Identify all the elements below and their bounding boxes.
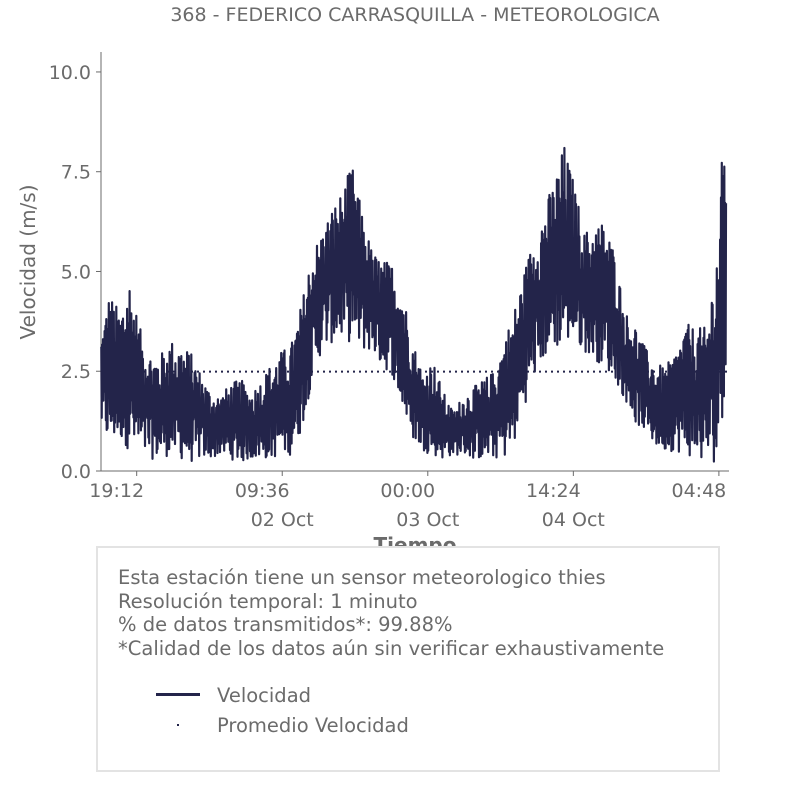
x-day-label: 03 Oct: [396, 509, 459, 531]
chart-title: 368 - FEDERICO CARRASQUILLA - METEOROLOG…: [170, 4, 659, 26]
legend-label-promedio: Promedio Velocidad: [217, 713, 409, 737]
y-tick-label: 7.5: [61, 162, 91, 184]
y-tick-label: 5.0: [61, 261, 91, 283]
y-tick-label: 0.0: [61, 461, 91, 483]
x-axis: 19:12 09:36 00:00 14:24 04:48 02 Oct 03 Oct 04 …: [89, 470, 729, 531]
y-axis-title: Velocidad (m/s): [16, 184, 40, 339]
legend-item-velocidad: Velocidad: [156, 680, 409, 710]
y-tick-label: 2.5: [61, 361, 91, 383]
x-tick-label: 09:36: [235, 480, 290, 502]
info-line-sensor: Esta estación tiene un sensor meteorolog…: [118, 566, 606, 589]
x-tick-label: 14:24: [526, 480, 581, 502]
info-line-resolution: Resolución temporal: 1 minuto: [118, 589, 418, 613]
x-tick-label: 00:00: [380, 480, 435, 502]
info-text: Esta estación tiene un sensor meteorolog…: [118, 566, 664, 660]
legend-item-promedio: Promedio Velocidad: [156, 710, 409, 740]
x-day-label: 04 Oct: [542, 509, 605, 531]
legend-dot-swatch: [156, 710, 200, 740]
info-line-transmitted: % de datos transmitidos*: 99.88%: [118, 613, 453, 636]
legend-line-swatch: [156, 680, 200, 710]
x-tick-label: 19:12: [89, 480, 144, 502]
info-box: Esta estación tiene un sensor meteorolog…: [96, 546, 720, 772]
series-velocidad-line: [100, 146, 728, 463]
info-line-quality: *Calidad de los datos aún sin verificar …: [118, 636, 665, 660]
x-day-label: 02 Oct: [251, 509, 314, 531]
y-axis: 0.0 2.5 5.0 7.5 10.0: [49, 52, 102, 483]
x-tick-label: 04:48: [672, 480, 727, 502]
plot-area: [100, 146, 729, 463]
y-tick-label: 10.0: [49, 62, 91, 84]
legend-label-velocidad: Velocidad: [217, 683, 312, 707]
legend: Velocidad Promedio Velocidad: [156, 680, 409, 740]
